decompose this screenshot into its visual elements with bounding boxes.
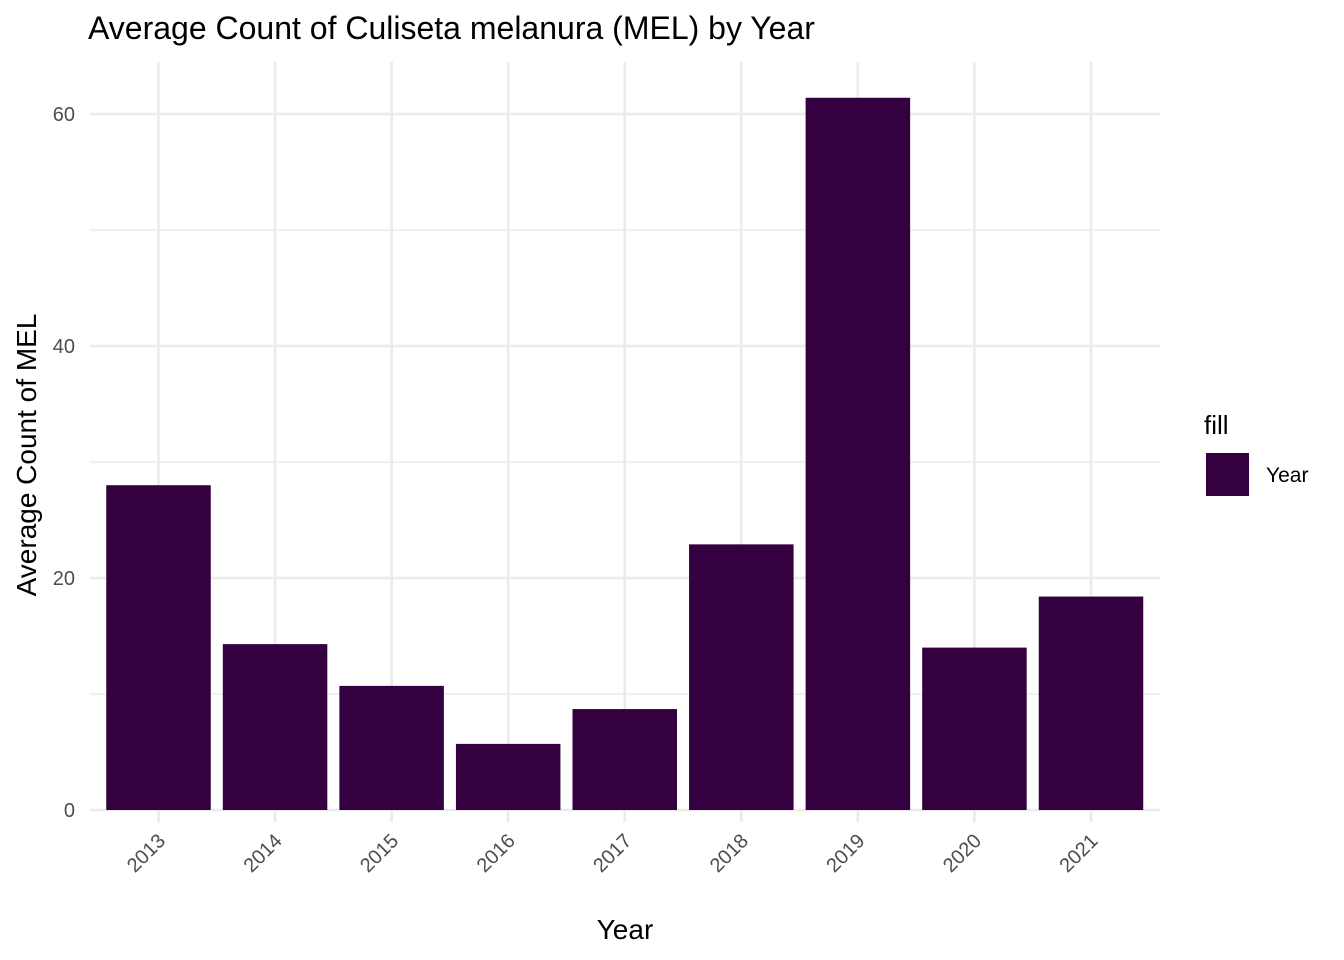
y-tick-label: 40 <box>53 336 75 358</box>
bar-2018 <box>689 544 794 810</box>
bar-2014 <box>222 644 328 810</box>
y-tick-label: 60 <box>53 104 75 126</box>
y-tick-label: 0 <box>64 800 75 822</box>
y-axis-title: Average Count of MEL <box>11 314 42 597</box>
x-tick-label: 2014 <box>240 830 287 877</box>
bar-2017 <box>572 709 677 810</box>
bar-2020 <box>922 647 1027 810</box>
chart-title: Average Count of Culiseta melanura (MEL)… <box>88 10 815 46</box>
x-tick-label: 2015 <box>356 830 403 877</box>
bar-2013 <box>106 485 211 810</box>
bar-2015 <box>339 685 444 810</box>
bar-2019 <box>805 97 911 810</box>
legend-label: Year <box>1266 464 1308 487</box>
legend: fill Year <box>1204 410 1308 496</box>
y-tick-label: 20 <box>53 568 75 590</box>
bar-2021 <box>1038 596 1144 810</box>
x-axis-title: Year <box>597 914 654 945</box>
x-axis-ticks: 2013 2014 2015 2016 2017 2018 2019 2020 2021 <box>123 830 1103 877</box>
x-tick-label: 2013 <box>123 830 170 877</box>
legend-title: fill <box>1204 410 1229 440</box>
legend-key <box>1206 453 1249 496</box>
x-tick-label: 2017 <box>589 830 636 877</box>
x-tick-label: 2019 <box>822 830 869 877</box>
bars <box>106 97 1144 810</box>
x-tick-label: 2018 <box>706 830 753 877</box>
x-tick-label: 2020 <box>939 830 986 877</box>
y-axis-ticks: 0 20 40 60 <box>53 104 75 822</box>
bar-2016 <box>455 743 561 810</box>
x-tick-label: 2021 <box>1056 830 1103 877</box>
x-tick-label: 2016 <box>473 830 520 877</box>
